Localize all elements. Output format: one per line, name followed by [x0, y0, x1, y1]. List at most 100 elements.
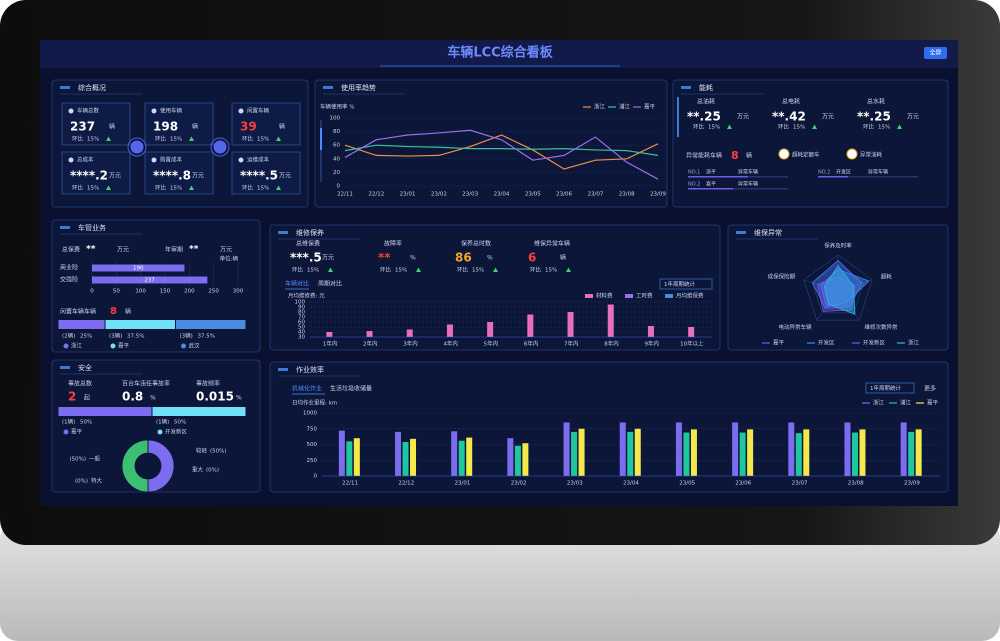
dropdown-label[interactable]: 1年周期统计	[870, 384, 901, 392]
pie-label: 特大	[91, 477, 103, 485]
bar	[900, 422, 907, 476]
x-tick-label: 7年内	[564, 340, 579, 348]
label: 超耗定额车	[792, 151, 820, 159]
panel-title: 维修保养	[296, 228, 324, 237]
label: 单位:辆	[220, 255, 239, 263]
x-tick-label: 23/08	[619, 192, 635, 198]
bar	[803, 429, 810, 476]
label: 万元	[907, 114, 919, 121]
x-tick-label: 23/03	[567, 481, 583, 487]
category-label: 商业险	[60, 264, 78, 272]
rank-bar	[818, 176, 848, 178]
label: 15%	[545, 268, 557, 274]
pie-label: 较轻	[196, 447, 208, 455]
legend-label: 嘉平	[773, 339, 785, 347]
kpi-card	[144, 151, 214, 195]
radar-spoke	[816, 290, 839, 321]
fullscreen-button[interactable]	[924, 47, 947, 59]
kpi-card	[231, 102, 301, 146]
x-tick-label: 23/07	[792, 481, 808, 487]
tab[interactable]: 生活垃圾收储量	[330, 385, 372, 393]
label: 万元	[117, 247, 129, 254]
bar	[688, 327, 695, 337]
x-tick-label: 23/01	[455, 481, 471, 487]
x-tick-label: 23/05	[525, 192, 541, 198]
bar	[571, 431, 578, 476]
radar-ring	[820, 272, 856, 306]
trend-up-icon	[106, 185, 111, 190]
label: 25%	[80, 334, 92, 340]
bar	[578, 428, 585, 476]
radar-ring	[803, 254, 873, 321]
label: 总成本	[77, 156, 94, 164]
dropdown[interactable]	[659, 278, 713, 290]
label: NO.2	[818, 170, 830, 176]
label: 年审期	[165, 246, 183, 254]
label: 环比	[863, 123, 875, 131]
x-tick-label: 100	[135, 289, 146, 295]
label: 使用车辆	[160, 107, 183, 115]
pie-value-label: (50%)	[210, 449, 227, 455]
panel	[51, 359, 261, 493]
kpi-value: 8	[731, 149, 739, 162]
label: 万元	[192, 173, 204, 180]
bar	[514, 445, 521, 476]
kpi-value: ***.5	[290, 251, 322, 265]
ratio-segment	[58, 320, 105, 329]
bar	[690, 429, 697, 476]
ratio-segment	[176, 320, 246, 329]
kpi-icon	[68, 108, 74, 114]
tab[interactable]: 周期对比	[318, 280, 342, 288]
label: 15%	[170, 137, 182, 143]
label: 15%	[395, 268, 407, 274]
x-tick-label: 9年内	[644, 340, 659, 348]
kpi-icon	[151, 157, 157, 163]
x-tick-label: 23/08	[848, 481, 864, 487]
y-tick-label: 90	[298, 305, 305, 311]
kpi-card	[61, 102, 131, 146]
bar	[915, 429, 922, 476]
fullscreen-button-label[interactable]: 全屏	[929, 49, 941, 57]
kpi-card	[61, 151, 131, 195]
kpi-card	[144, 102, 214, 146]
more-link[interactable]: 更多	[924, 385, 936, 393]
label: 异常车辆	[868, 169, 888, 176]
label: 万元	[220, 247, 232, 254]
bar	[739, 432, 746, 476]
bar	[446, 324, 453, 337]
ratio-segment	[105, 320, 175, 329]
panel-title-icon	[60, 366, 70, 369]
kpi-card	[231, 151, 301, 195]
label: 15%	[307, 268, 319, 274]
legend-label: 浙江	[873, 399, 885, 407]
line-series	[344, 129, 659, 180]
label: 事故频率	[196, 380, 220, 388]
bar	[92, 276, 208, 284]
y-tick-label: 750	[307, 426, 318, 432]
dropdown-label[interactable]: 1年周期统计	[664, 280, 695, 288]
dropdown[interactable]	[865, 382, 915, 394]
radar-ring	[829, 281, 847, 299]
data-label: 237	[144, 278, 155, 284]
legend-label: 嘉平	[71, 428, 83, 436]
panel-title-icon	[60, 226, 70, 229]
radar-indicator: 成保保险期	[768, 273, 796, 281]
label: 浙平	[706, 169, 716, 176]
label: 万元	[109, 173, 121, 180]
tab[interactable]: 车辆对比	[285, 280, 309, 288]
pie-value-label: (50%)	[69, 457, 86, 463]
x-tick-label: 22/11	[337, 192, 353, 198]
tab[interactable]: 机械化作业	[292, 385, 322, 393]
trend-up-icon	[189, 136, 194, 141]
label: 环比	[72, 184, 84, 192]
pie-value-label: (0%)	[75, 479, 88, 485]
pie-label: 重大	[192, 466, 204, 474]
x-tick-label: 23/02	[511, 481, 527, 487]
bar	[346, 441, 353, 476]
legend-label: 浦江	[619, 103, 631, 111]
radar-spoke	[837, 290, 860, 321]
bar	[338, 430, 345, 476]
label: 总水耗	[867, 98, 885, 106]
bar	[487, 322, 494, 337]
bar	[607, 304, 614, 337]
